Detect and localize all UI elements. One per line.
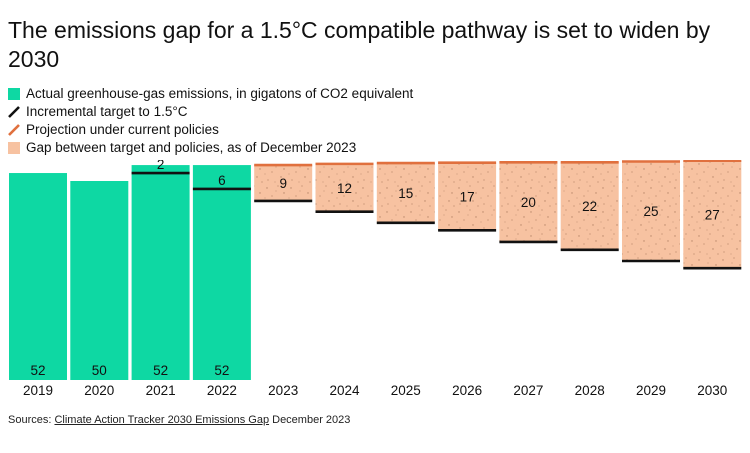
x-tick-label-2023: 2023 <box>268 383 298 398</box>
source-note: Sources: Climate Action Tracker 2030 Emi… <box>8 414 350 426</box>
bar-actual-label-2021: 52 <box>153 363 168 378</box>
emissions-chart: 5220195020205222021526202292023122024152… <box>9 160 742 398</box>
bar-actual-2019 <box>9 173 67 380</box>
bar-gap-2023 <box>254 165 313 201</box>
gap-label-2021: 2 <box>157 160 165 172</box>
gap-label-2029: 25 <box>643 204 658 219</box>
bar-gap-2029 <box>622 161 680 261</box>
gap-label-2026: 17 <box>460 190 475 205</box>
source-link[interactable]: Climate Action Tracker 2030 Emissions Ga… <box>54 414 270 426</box>
gap-label-2025: 15 <box>398 186 413 201</box>
bar-gap-2025 <box>376 163 435 223</box>
bar-actual-2021 <box>131 165 190 380</box>
legend-item-gap: Gap between target and policies, as of D… <box>8 139 413 157</box>
gap-label-2027: 20 <box>521 195 536 210</box>
x-tick-label-2028: 2028 <box>575 383 605 398</box>
legend-item-target: Incremental target to 1.5°C <box>8 103 413 121</box>
gap-label-2022: 6 <box>218 173 226 188</box>
bar-actual-label-2022: 52 <box>214 363 229 378</box>
x-tick-label-2026: 2026 <box>452 383 482 398</box>
legend-swatch-projection <box>8 124 20 136</box>
x-tick-label-2020: 2020 <box>84 383 114 398</box>
legend: Actual greenhouse-gas emissions, in giga… <box>8 85 413 157</box>
bar-actual-2020 <box>70 181 129 380</box>
gap-label-2024: 12 <box>337 181 352 196</box>
legend-label-gap: Gap between target and policies, as of D… <box>26 140 357 155</box>
x-tick-label-2024: 2024 <box>329 383 360 398</box>
legend-label-actual: Actual greenhouse-gas emissions, in giga… <box>26 86 414 101</box>
bar-gap-2024 <box>315 163 374 212</box>
x-tick-label-2029: 2029 <box>636 383 666 398</box>
bar-gap-2026 <box>438 162 497 231</box>
legend-item-actual: Actual greenhouse-gas emissions, in giga… <box>8 85 413 103</box>
x-tick-label-2021: 2021 <box>146 383 176 398</box>
chart-title: The emissions gap for a 1.5°C compatible… <box>8 17 711 72</box>
legend-label-target: Incremental target to 1.5°C <box>26 104 188 119</box>
x-tick-label-2019: 2019 <box>23 383 53 398</box>
chart-plot: 5220195020205222021526202292023122024152… <box>9 160 742 398</box>
bar-gap-2027 <box>499 162 558 242</box>
legend-swatch-actual <box>8 88 20 100</box>
bar-gap-2028 <box>560 162 619 250</box>
gap-label-2030: 27 <box>705 207 720 222</box>
bar-actual-label-2020: 50 <box>92 363 107 378</box>
x-tick-label-2027: 2027 <box>513 383 543 398</box>
source-prefix: Sources: <box>8 414 55 426</box>
legend-item-projection: Projection under current policies <box>8 121 413 139</box>
legend-label-projection: Projection under current policies <box>26 122 219 137</box>
x-tick-label-2025: 2025 <box>391 383 421 398</box>
x-tick-label-2030: 2030 <box>697 383 727 398</box>
bar-actual-2022 <box>192 165 251 380</box>
gap-label-2023: 9 <box>279 176 287 191</box>
x-tick-label-2022: 2022 <box>207 383 237 398</box>
source-suffix: December 2023 <box>269 414 351 426</box>
legend-swatch-target <box>8 106 20 118</box>
legend-swatch-gap <box>8 142 20 154</box>
bar-actual-label-2019: 52 <box>30 363 45 378</box>
gap-label-2028: 22 <box>582 199 597 214</box>
bar-gap-2030 <box>683 160 742 269</box>
